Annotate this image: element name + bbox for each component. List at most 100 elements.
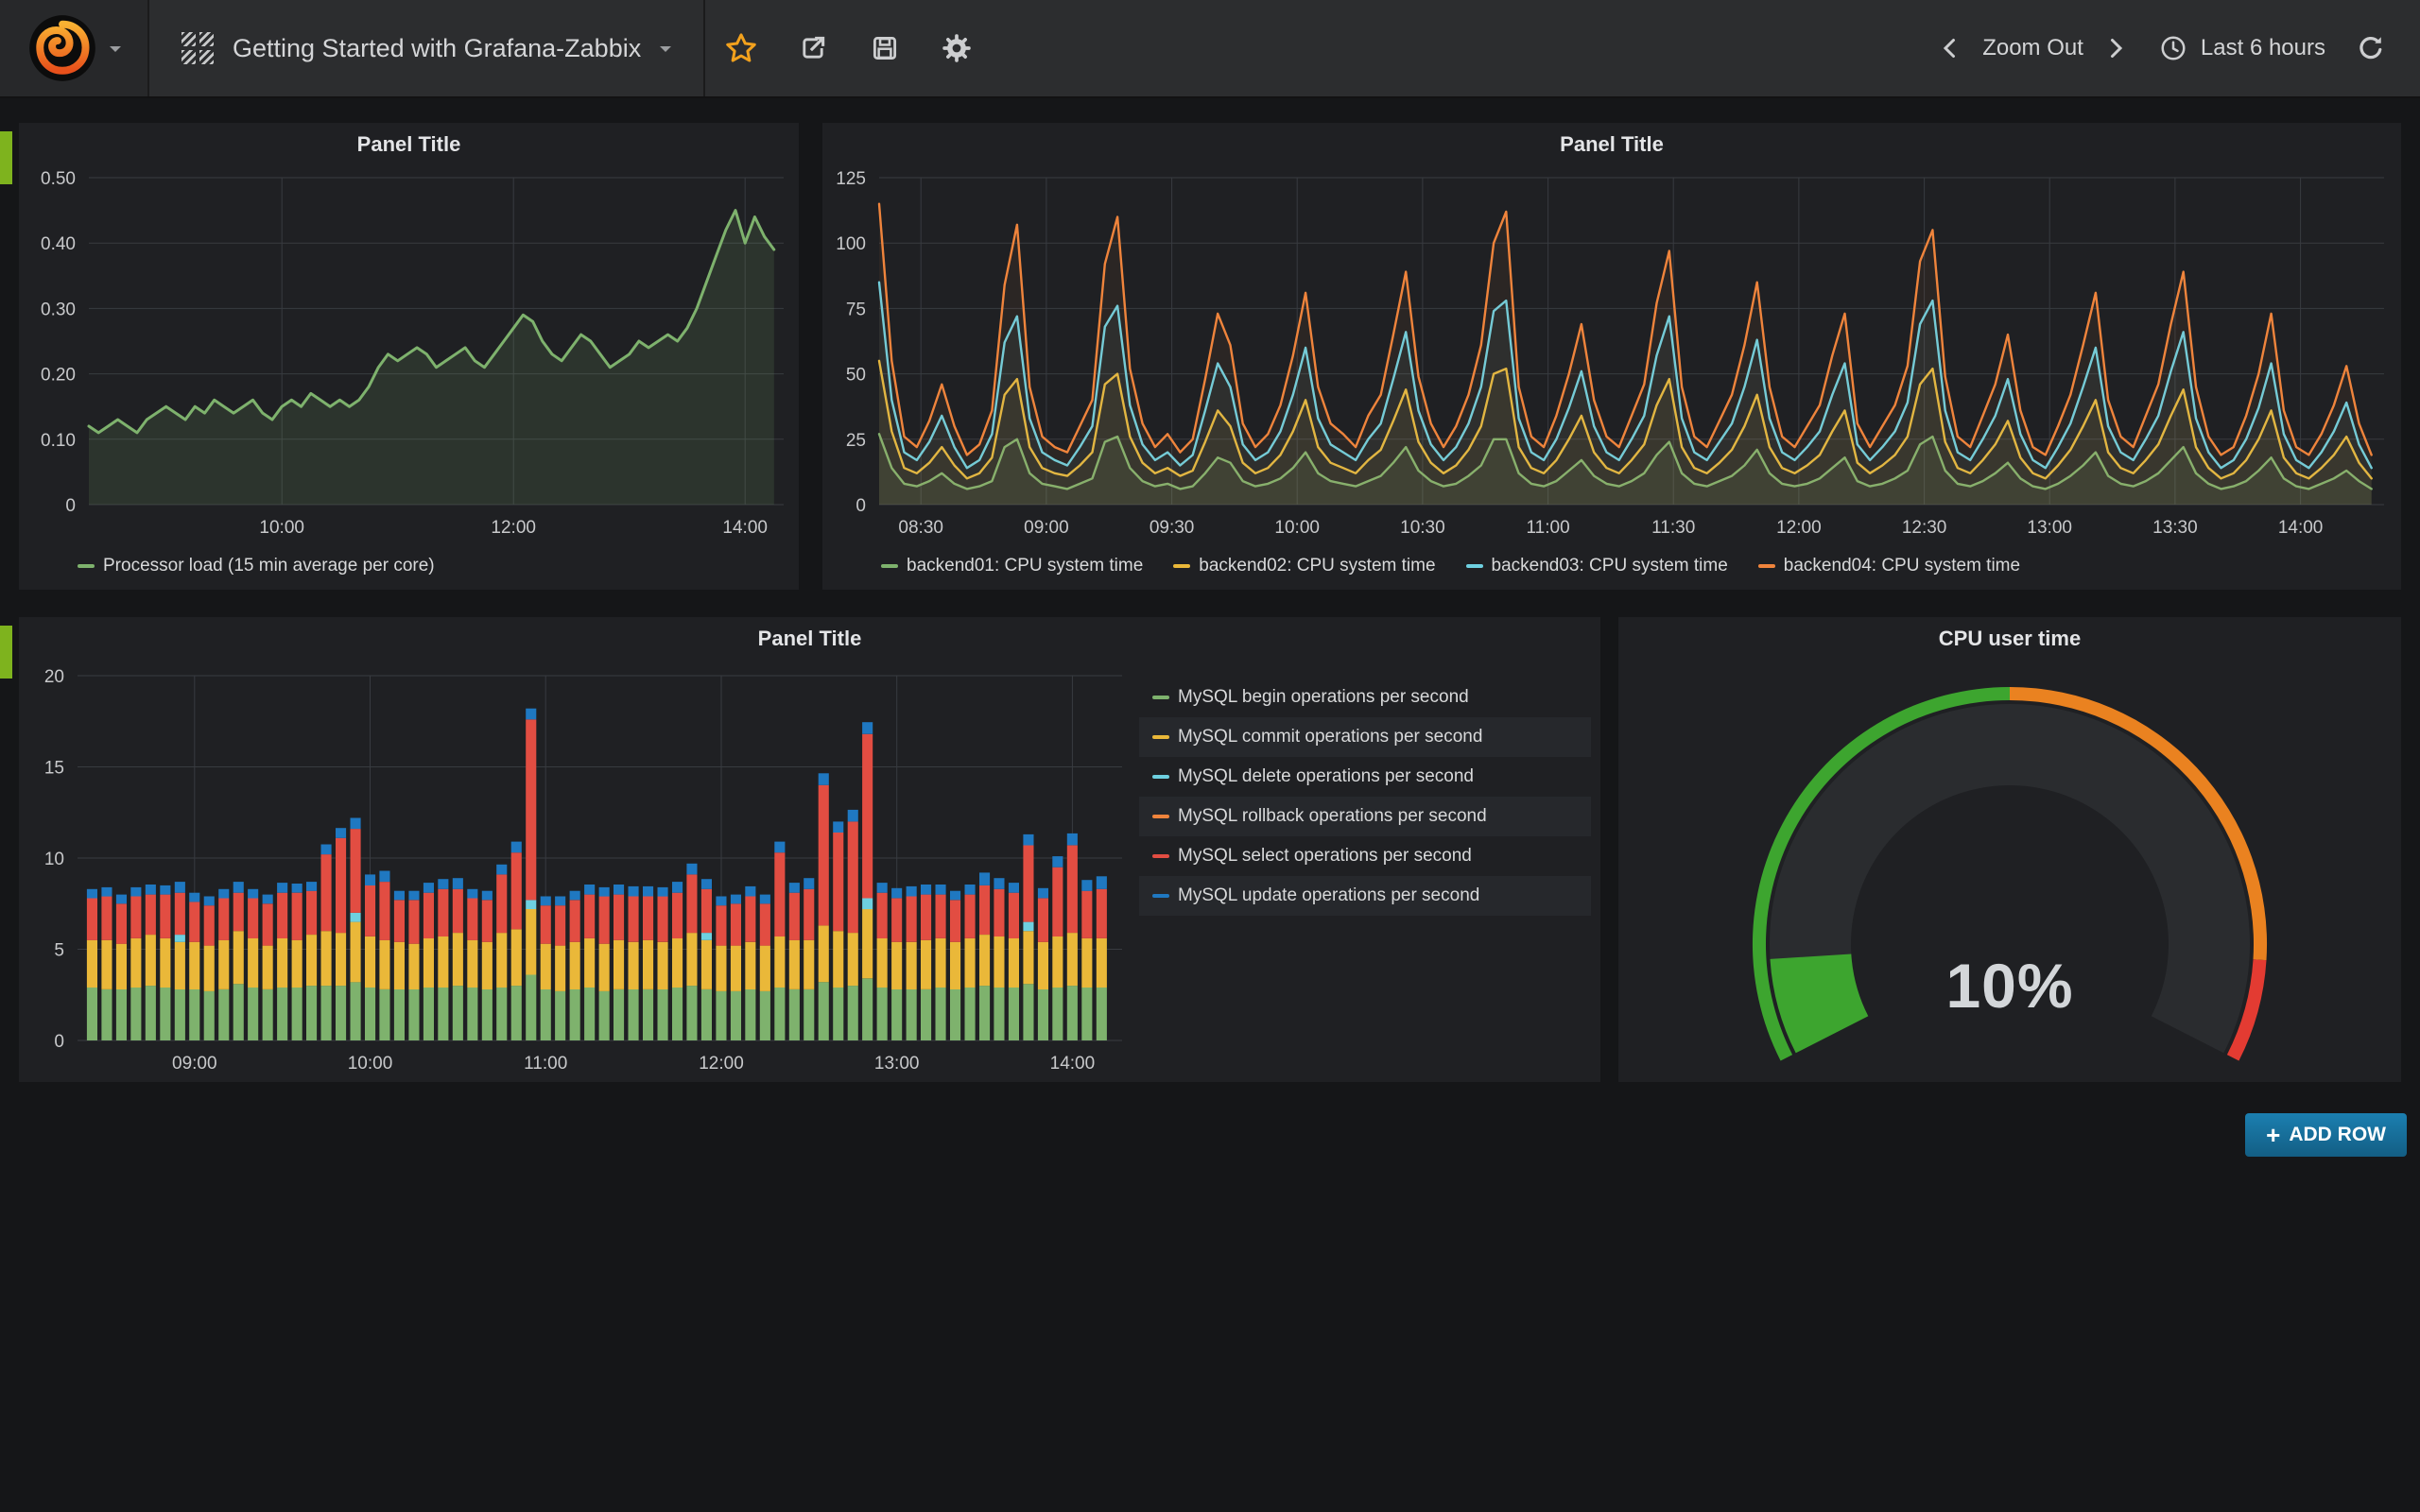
legend-item[interactable]: Processor load (15 min average per core)	[78, 556, 435, 576]
refresh-button[interactable]	[2350, 34, 2392, 62]
bar-segment	[818, 982, 829, 1040]
bar-segment	[1066, 833, 1078, 846]
panel-title[interactable]: Panel Title	[356, 132, 461, 156]
bar-segment	[730, 945, 741, 991]
legend-item[interactable]: MySQL commit operations per second	[1139, 717, 1591, 757]
bar-segment	[248, 937, 259, 988]
x-axis-tick-label: 12:00	[491, 518, 536, 538]
time-back-button[interactable]	[1931, 37, 1969, 60]
bar-segment	[233, 931, 244, 985]
row-menu-tab[interactable]	[0, 131, 12, 184]
share-button[interactable]	[777, 0, 849, 96]
panel-title[interactable]: CPU user time	[1938, 627, 2082, 650]
bar-segment	[233, 984, 244, 1040]
bar-segment	[745, 941, 756, 989]
bar-segment	[379, 989, 390, 1040]
plus-icon: +	[2266, 1121, 2281, 1149]
panel-title[interactable]: Panel Title	[757, 627, 862, 650]
bar-segment	[277, 883, 288, 893]
x-axis-tick-label: 13:00	[874, 1054, 920, 1074]
add-row-button[interactable]: + ADD ROW	[2245, 1113, 2407, 1157]
time-series-chart[interactable]: 0 0.10 0.20 0.30 0.40 0.50 10:00 12:00 14:00	[19, 166, 799, 542]
series-color-dash	[1173, 564, 1191, 568]
bar-segment	[979, 935, 991, 987]
legend-item[interactable]: backend03: CPU system time	[1465, 556, 1728, 576]
bar-segment	[1023, 931, 1034, 985]
time-series-chart[interactable]: 0 25 50 75 100 125 08:30 09:00 09:30 10:00 10:30 11…	[822, 166, 2401, 542]
grafana-menu-button[interactable]	[0, 0, 149, 96]
dashboard-picker[interactable]: Getting Started with Grafana-Zabbix	[149, 0, 703, 96]
bar-segment	[847, 986, 858, 1040]
save-button[interactable]	[849, 0, 921, 96]
bar-segment	[481, 890, 493, 901]
bar-segment	[833, 833, 844, 932]
x-axis-tick-label: 10:00	[348, 1054, 393, 1074]
bar-segment	[935, 894, 946, 938]
time-forward-button[interactable]	[2097, 37, 2135, 60]
bar-segment	[452, 878, 463, 889]
bar-segment	[614, 989, 625, 1040]
y-axis-tick-label: 0	[54, 1032, 64, 1052]
gauge-value: 10%	[1945, 951, 2074, 1021]
bar-segment	[160, 937, 171, 988]
legend-item[interactable]: backend01: CPU system time	[881, 556, 1143, 576]
bar-segment	[584, 885, 596, 895]
bar-segment	[862, 898, 873, 910]
bar-segment	[130, 937, 142, 988]
series-line	[877, 281, 2373, 470]
bar-segment	[979, 885, 991, 935]
bar-segment	[248, 988, 259, 1040]
bar-segment	[643, 885, 654, 897]
bar-segment	[115, 989, 127, 1040]
gauge-threshold-arc	[2226, 959, 2267, 1061]
bar-segment	[115, 894, 127, 904]
bar-segment	[614, 894, 625, 940]
x-axis-tick-label: 09:30	[1150, 518, 1195, 538]
bar-segment	[730, 894, 741, 904]
bar-segment	[950, 941, 961, 989]
bar-segment	[774, 936, 786, 988]
legend-item[interactable]: MySQL select operations per second	[1139, 836, 1591, 876]
legend-item[interactable]: backend04: CPU system time	[1757, 556, 2020, 576]
bar-segment	[336, 986, 347, 1040]
panel-title[interactable]: Panel Title	[1560, 132, 1664, 156]
bar-segment	[423, 988, 434, 1040]
y-axis-tick-label: 0	[856, 496, 866, 516]
bar-segment	[979, 872, 991, 885]
bar-segment	[540, 943, 551, 989]
bar-segment	[438, 936, 449, 988]
series-color-dash	[1152, 894, 1169, 898]
y-axis-tick-label: 5	[54, 941, 64, 961]
series-color-dash	[1152, 775, 1169, 779]
series-line	[877, 433, 2373, 490]
row-menu-tab[interactable]	[0, 626, 12, 679]
bar-segment	[262, 945, 273, 989]
x-axis-tick-label: 10:00	[259, 518, 304, 538]
bar-segment	[569, 890, 580, 901]
legend-item[interactable]: MySQL begin operations per second	[1139, 678, 1591, 717]
x-axis-tick-label: 14:00	[1050, 1054, 1096, 1074]
bar-segment	[964, 937, 976, 988]
zoom-out-button[interactable]: Zoom Out	[1982, 35, 2083, 60]
bar-segment	[788, 939, 800, 989]
bar-segment	[628, 896, 639, 942]
star-button[interactable]	[705, 0, 777, 96]
bar-segment	[1037, 989, 1048, 1040]
stacked-bar-chart[interactable]: 0 5 10 15 20 09:00 10:00 11:00 12:00 13:00 14:00	[19, 661, 1139, 1082]
legend-item[interactable]: MySQL update operations per second	[1139, 876, 1591, 916]
series-color-dash	[1465, 564, 1483, 568]
settings-button[interactable]	[921, 0, 993, 96]
bar-segment	[979, 986, 991, 1040]
bar-segment	[935, 885, 946, 895]
legend-item[interactable]: backend02: CPU system time	[1173, 556, 1436, 576]
bar-segment	[657, 989, 668, 1040]
bar-segment	[481, 941, 493, 989]
bar-segment	[408, 989, 420, 1040]
bar-segment	[145, 885, 156, 895]
legend-item[interactable]: MySQL rollback operations per second	[1139, 797, 1591, 836]
time-range-picker[interactable]: Last 6 hours	[2159, 34, 2325, 62]
bar-segment	[643, 939, 654, 989]
bar-segment	[818, 773, 829, 785]
bar-segment	[218, 989, 230, 1040]
legend-item[interactable]: MySQL delete operations per second	[1139, 757, 1591, 797]
